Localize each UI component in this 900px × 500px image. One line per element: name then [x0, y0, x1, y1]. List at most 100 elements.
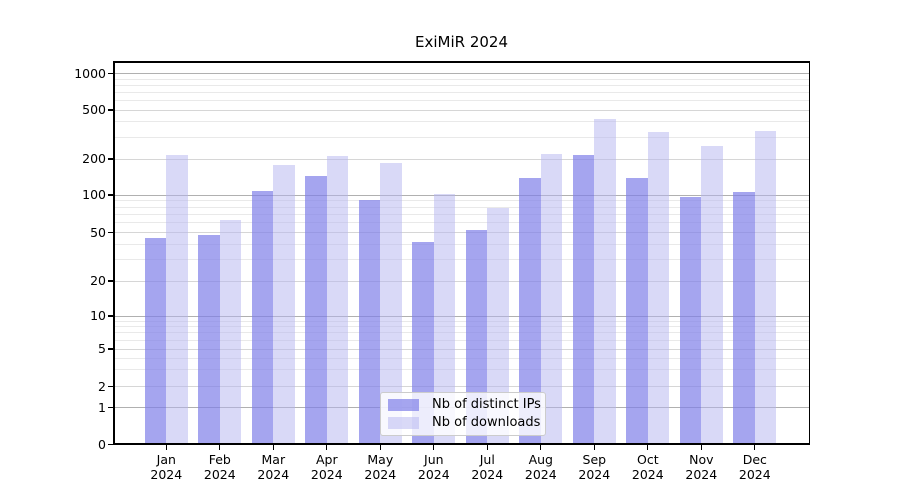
y-tick-mark: [108, 72, 113, 75]
chart-title: ExiMiR 2024: [415, 33, 508, 51]
x-tick-month: Jun: [424, 451, 444, 467]
gridline-minor: [113, 200, 810, 202]
x-tick-label: May 2024: [350, 452, 410, 482]
bar-downloads: [326, 155, 349, 445]
spine-top: [113, 61, 810, 63]
bar-distinct-ips: [572, 155, 595, 445]
gridline-minor: [113, 121, 810, 123]
x-tick-mark: [379, 444, 381, 450]
x-tick-label: Oct 2024: [618, 452, 678, 482]
gridline-minor: [113, 78, 810, 80]
bar-downloads: [701, 146, 723, 445]
x-tick-label: Jan 2024: [136, 452, 196, 482]
x-tick-year: 2024: [310, 466, 343, 482]
bar-downloads: [754, 131, 777, 445]
y-tick-label: 1000: [74, 65, 106, 81]
gridline-minor: [113, 99, 810, 101]
bar-distinct-ips: [198, 234, 220, 445]
gridline-minor: [113, 339, 810, 341]
y-tick-label: 10: [90, 308, 106, 323]
y-tick-mark: [108, 231, 113, 234]
gridline-mid: [113, 348, 810, 350]
gridline-minor: [113, 243, 810, 245]
x-tick-label: Jun 2024: [404, 452, 464, 482]
x-tick-month: Mar: [261, 451, 286, 467]
x-tick-label: Mar 2024: [243, 452, 303, 482]
x-tick-year: 2024: [417, 466, 450, 482]
bar-downloads: [433, 193, 456, 445]
gridline-minor: [113, 332, 810, 334]
x-tick-mark: [165, 444, 167, 450]
y-tick-label: 0: [98, 436, 106, 452]
x-tick-month: Jul: [479, 451, 495, 467]
legend-swatch-distinct-ips: [388, 398, 419, 411]
gridline-minor: [113, 206, 810, 208]
x-tick-mark: [647, 444, 649, 450]
spine-right: [808, 61, 810, 445]
y-tick-label: 100: [82, 187, 106, 202]
x-tick-label: Nov 2024: [671, 452, 731, 482]
x-tick-mark: [486, 444, 488, 450]
y-tick-label: 2: [98, 378, 106, 394]
y-tick-mark: [108, 406, 113, 409]
legend: Nb of distinct IPs Nb of downloads: [380, 392, 546, 436]
x-tick-year: 2024: [364, 466, 397, 482]
bar-distinct-ips: [679, 197, 702, 445]
x-tick-mark: [326, 444, 328, 450]
bar-downloads: [594, 119, 616, 445]
x-tick-month: Aug: [528, 451, 553, 467]
x-tick-label: Feb 2024: [190, 452, 250, 482]
x-tick-month: Sep: [582, 451, 607, 467]
x-tick-mark: [219, 444, 221, 450]
x-tick-year: 2024: [471, 466, 504, 482]
bar-distinct-ips: [144, 238, 167, 445]
y-tick-mark: [108, 194, 113, 196]
y-tick-mark: [108, 348, 113, 350]
bar-downloads: [219, 220, 242, 445]
x-tick-label: Apr 2024: [297, 452, 357, 482]
gridline-mid: [113, 280, 810, 282]
bar-distinct-ips: [519, 177, 541, 445]
gridline-mid: [113, 232, 810, 233]
x-tick-year: 2024: [578, 466, 611, 482]
gridline-major: [113, 315, 810, 317]
x-tick-year: 2024: [685, 466, 718, 482]
gridline-minor: [113, 91, 810, 93]
x-tick-year: 2024: [203, 466, 236, 482]
bar-distinct-ips: [251, 191, 274, 445]
legend-swatch-downloads: [388, 417, 419, 430]
bar-downloads: [540, 154, 563, 445]
gridline-minor: [113, 84, 810, 86]
x-tick-month: Apr: [315, 451, 338, 467]
bar-distinct-ips: [358, 199, 381, 445]
bar-distinct-ips: [465, 230, 488, 445]
x-tick-month: Dec: [742, 451, 767, 467]
x-tick-label: Dec 2024: [725, 452, 785, 482]
x-tick-mark: [754, 444, 756, 450]
spine-bottom: [113, 443, 810, 445]
gridline-major: [113, 73, 810, 74]
y-tick-label: 20: [90, 273, 106, 288]
x-tick-mark: [593, 444, 595, 450]
bar-downloads: [487, 208, 509, 445]
bar-downloads: [380, 163, 402, 445]
y-tick-label: 1: [98, 399, 106, 415]
x-tick-mark: [433, 444, 435, 450]
x-tick-mark: [540, 444, 542, 450]
x-tick-label: Aug 2024: [511, 452, 571, 482]
y-tick-mark: [108, 443, 113, 446]
bar-distinct-ips: [305, 175, 327, 445]
x-tick-month: Feb: [208, 451, 231, 467]
x-tick-month: Nov: [689, 451, 714, 467]
gridline-minor: [113, 222, 810, 224]
gridline-minor: [113, 320, 810, 322]
gridline-minor: [113, 213, 810, 215]
x-tick-month: Oct: [636, 451, 659, 467]
gridline-minor: [113, 136, 810, 138]
y-tick-label: 500: [82, 102, 106, 117]
y-tick-mark: [108, 158, 113, 160]
gridline-minor: [113, 326, 810, 328]
y-tick-mark: [108, 109, 113, 111]
legend-label-distinct-ips: Nb of distinct IPs: [432, 396, 541, 412]
